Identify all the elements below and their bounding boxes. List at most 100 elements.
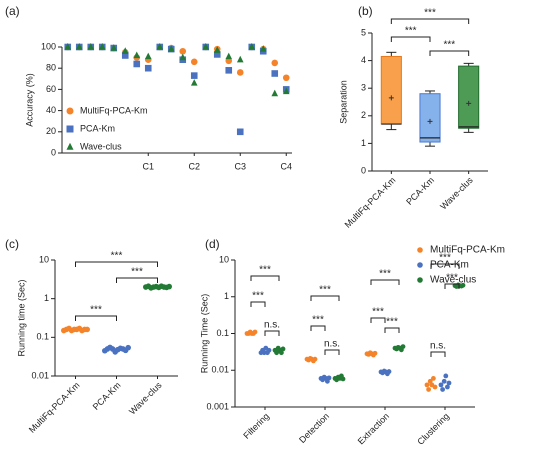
significance-label: *** [131,267,143,278]
point [66,142,74,150]
y-tick-label: 0.01 [211,365,229,375]
y-tick-label: 3 [361,83,366,93]
panel-label: (a) [5,4,20,18]
x-tick-label: Filtering [241,411,271,441]
point [386,369,392,374]
legend-marker [417,277,423,283]
x-tick-label: C2 [188,161,200,171]
significance-bracket [310,325,326,331]
point [225,52,233,60]
y-tick-label: 1 [224,291,229,301]
x-tick-label: Wave-clus [438,175,475,212]
point [326,375,332,381]
point [190,72,198,79]
significance-label: *** [405,26,417,37]
x-tick-label: Detection [297,411,331,445]
y-tick-label: 80 [46,63,56,73]
panel-label: (c) [5,237,19,251]
point [280,346,286,352]
point [144,52,152,60]
significance-label: *** [252,291,264,302]
point [121,47,129,54]
y-tick-label: 60 [46,84,56,94]
y-tick-label: 100 [41,41,56,51]
point [125,344,131,351]
significance-bracket [370,279,400,285]
point [213,46,221,53]
legend-label: PCA-Km [80,123,115,133]
point [279,350,284,356]
y-axis-label: Separation [338,80,348,124]
point [259,45,267,52]
point [121,52,129,59]
point [236,55,244,63]
significance-label: *** [424,8,436,19]
y-axis-label: Accuracy (%) [24,73,34,127]
y-tick-label: 10 [219,254,229,264]
significance-label: *** [319,285,331,296]
point [236,128,244,136]
x-tick-label: Clustering [415,411,451,447]
point [64,43,72,50]
point [440,387,445,392]
mean [466,100,472,106]
significance-bracket [390,18,470,24]
point [432,384,438,390]
point [400,344,406,350]
panel-label: (b) [358,4,373,18]
point [98,43,106,50]
y-tick-label: 0.1 [216,328,229,338]
point [190,79,198,86]
x-tick-label: MultiFq-PCA-Km [343,175,398,230]
significance-label: n.s. [430,341,446,352]
point [424,382,430,388]
significance-bracket [444,283,460,289]
y-tick-label: 0.001 [206,401,229,411]
y-tick-label: 10 [39,254,49,264]
point [87,43,95,50]
significance-bracket [430,351,446,357]
x-tick-label: PCA-Km [91,380,123,412]
point [266,347,272,353]
significance-bracket [116,277,158,283]
significance-label: *** [439,253,451,264]
y-tick-label: 5 [361,27,366,37]
legend-label: MultiFq-PCA-Km [80,105,148,115]
box [380,55,402,125]
y-tick-label: 0 [361,165,366,175]
significance-label: *** [386,317,398,328]
point [75,43,83,50]
x-tick-label: Wave-clus [127,380,164,417]
mean [388,95,394,101]
significance-label: *** [312,315,324,326]
significance-bracket [250,275,280,281]
legend-label: Wave-clus [430,275,476,286]
x-tick-label: Extraction [356,411,391,446]
significance-bracket [430,263,460,269]
box [458,65,480,129]
y-tick-label: 20 [46,126,56,136]
point [84,326,90,333]
y-tick-label: 1 [361,138,366,148]
point [144,64,152,72]
point [156,43,164,50]
y-axis-label: Running time (Sec) [16,279,26,356]
axes [61,47,292,154]
y-axis-label: Running Time (Sec) [199,294,209,374]
significance-bracket [75,261,158,267]
legend-marker [417,262,423,268]
significance-bracket [310,295,340,301]
legend-label: Wave-clus [80,141,122,151]
point [133,60,141,68]
point [312,356,318,362]
significance-label: n.s. [324,339,340,350]
point [179,47,187,55]
legend-marker [417,247,423,253]
legend-label: MultiFq-PCA-Km [430,245,505,256]
x-tick-label: C3 [234,161,246,171]
point [431,376,436,381]
significance-bracket [370,317,386,323]
point [225,67,233,74]
y-tick-label: 40 [46,105,56,115]
point [271,59,279,67]
